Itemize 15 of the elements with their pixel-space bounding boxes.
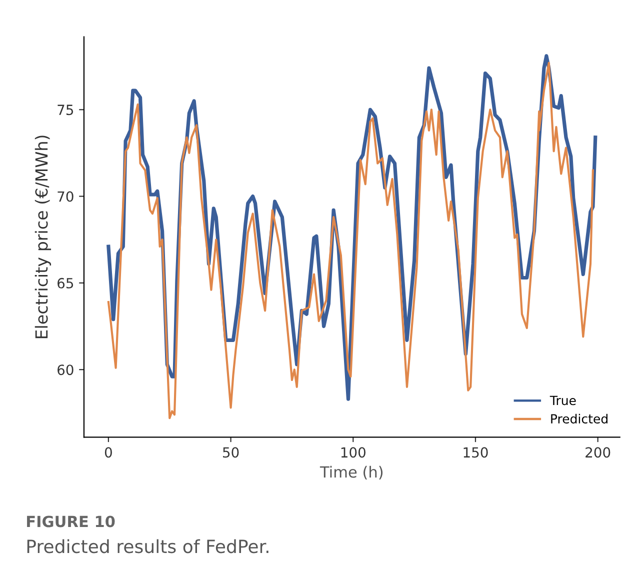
x-tick-label: 200 [586, 447, 610, 458]
x-tick-label: 0 [104, 447, 112, 458]
y-axis-title: Electricity price (€/MWh) [34, 136, 52, 338]
x-axis-title: Time (h) [320, 466, 383, 480]
x-tick-label: 150 [464, 447, 488, 458]
caption: FIGURE 10 [27, 516, 115, 528]
y-tick-label: 65 [58, 278, 74, 288]
text: Predicted results of FedPer. [27, 539, 268, 554]
y-tick-label: 75 [58, 104, 74, 116]
y-tick-label: 70 [58, 191, 74, 202]
x-tick-label: 100 [341, 447, 366, 458]
x-tick-label: 50 [223, 447, 239, 458]
legend-label: True [550, 396, 576, 406]
legend-label: Predicted [551, 414, 608, 424]
y-tick-label: 60 [58, 364, 74, 376]
